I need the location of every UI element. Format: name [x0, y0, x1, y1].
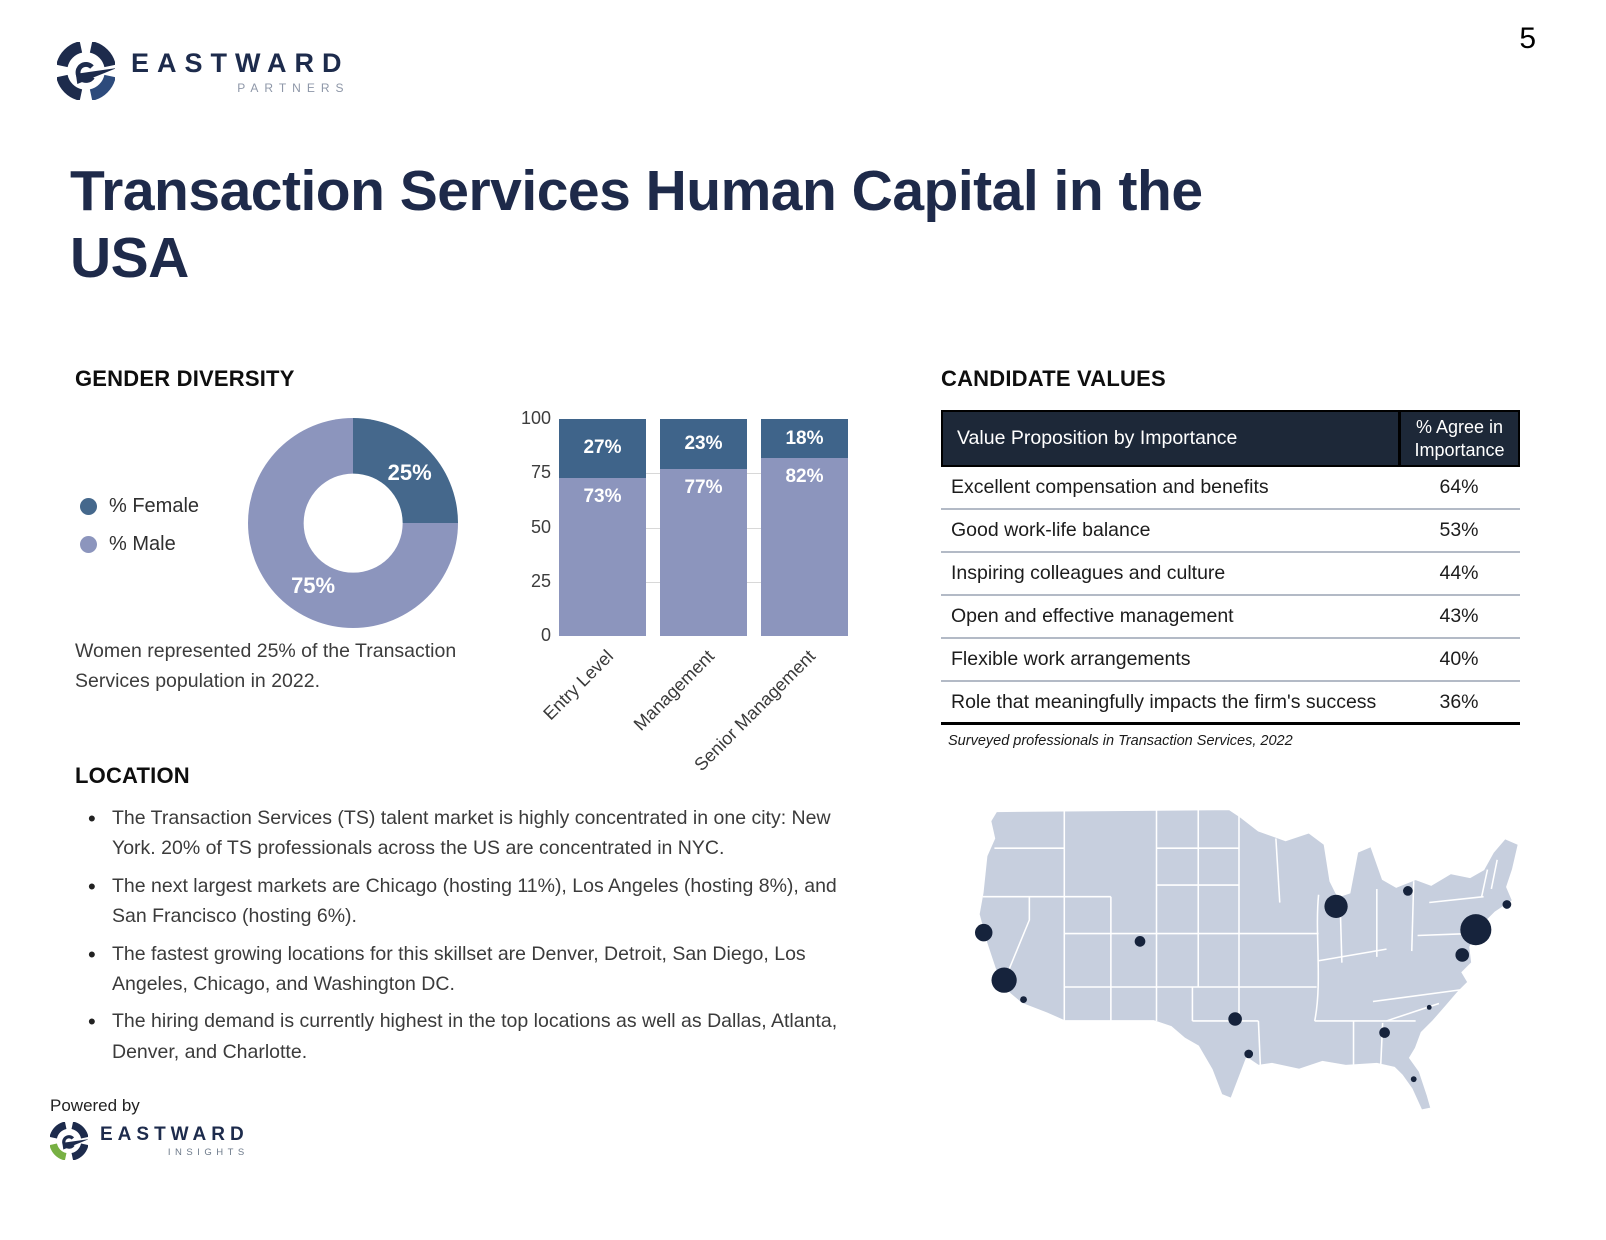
male-segment: 77%: [660, 468, 747, 636]
female-segment: 27%: [559, 419, 646, 478]
legend-swatch-icon: [80, 497, 97, 515]
city-dot-tampa: [1410, 1076, 1417, 1083]
value-proposition-cell: Flexible work arrangements: [951, 648, 1191, 670]
stacked-bar: 23% 77%: [660, 419, 747, 636]
brand-name: EASTWARD: [131, 47, 350, 78]
stacked-bar: 27% 73%: [559, 419, 646, 636]
footer-brand-name: EASTWARD: [100, 1124, 249, 1145]
city-dot-boston: [1502, 900, 1512, 909]
male-segment-label: 82%: [785, 466, 824, 488]
table-footnote: Surveyed professionals in Transaction Se…: [948, 733, 1293, 749]
table-header-agree: % Agree in Importance: [1398, 412, 1518, 465]
value-proposition-cell: Excellent compensation and benefits: [951, 476, 1269, 498]
footer-brand-logo: EASTWARD INSIGHTS: [50, 1122, 249, 1160]
female-segment-label: 18%: [785, 427, 824, 449]
city-dot-detroit: [1403, 886, 1413, 896]
compass-insights-logo-icon: [50, 1122, 88, 1160]
table-row: Role that meaningfully impacts the firm'…: [941, 682, 1520, 725]
y-axis-tick-label: 0: [540, 625, 551, 645]
female-segment: 18%: [761, 419, 848, 459]
y-axis-tick-label: 100: [520, 408, 551, 428]
y-axis-tick-label: 75: [530, 462, 551, 483]
agree-percent-cell: 36%: [1439, 690, 1479, 713]
brand-logo: EASTWARD PARTNERS: [57, 42, 350, 100]
value-proposition-cell: Role that meaningfully impacts the firm'…: [951, 690, 1377, 713]
female-segment-label: 27%: [583, 437, 622, 459]
city-dot-atlanta: [1379, 1027, 1390, 1038]
legend-item-label: % Female: [109, 494, 200, 517]
location-bullet: The next largest markets are Chicago (ho…: [80, 870, 855, 932]
value-proposition-cell: Open and effective management: [951, 605, 1234, 627]
location-bullet: The Transaction Services (TS) talent mar…: [80, 802, 855, 864]
location-bullet: The fastest growing locations for this s…: [80, 938, 855, 1000]
location-bullet-list: The Transaction Services (TS) talent mar…: [80, 802, 855, 1074]
value-proposition-cell: Inspiring colleagues and culture: [951, 562, 1226, 584]
agree-percent-cell: 53%: [1439, 519, 1479, 541]
city-dot-charlotte: [1426, 1004, 1432, 1010]
footer-brand-tagline: INSIGHTS: [167, 1147, 249, 1158]
city-dot-washington-dc: [1455, 948, 1470, 962]
city-dots: [975, 886, 1512, 1083]
city-dot-dallas: [1228, 1012, 1242, 1026]
agree-percent-cell: 40%: [1439, 648, 1479, 670]
table-row: Open and effective management 43%: [941, 596, 1520, 639]
state-borders: [982, 809, 1498, 1066]
city-dot-san-francisco: [975, 923, 993, 942]
table-body: Excellent compensation and benefits 64% Go…: [941, 467, 1520, 725]
donut-male-label: 75%: [291, 573, 336, 598]
city-dot-los-angeles: [991, 967, 1017, 993]
city-dot-new-york: [1460, 914, 1492, 946]
male-segment: 82%: [761, 458, 848, 636]
city-dot-houston: [1244, 1049, 1254, 1059]
city-dot-san-diego: [1020, 996, 1027, 1003]
candidate-values-heading: CANDIDATE VALUES: [941, 366, 1166, 391]
table-header-proposition: Value Proposition by Importance: [957, 427, 1238, 449]
gender-caption: Women represented 25% of the Transaction…: [75, 640, 457, 693]
male-segment-label: 77%: [684, 476, 723, 498]
female-segment: 23%: [660, 419, 747, 469]
compass-logo-icon: [57, 42, 115, 100]
female-segment-label: 23%: [684, 432, 723, 454]
legend-item-label: % Male: [109, 532, 176, 555]
legend-swatch-icon: [80, 535, 97, 553]
bar-plot-area: 27% 73% 23% 77% 18% 82%: [559, 419, 848, 636]
brand-tagline: PARTNERS: [237, 80, 350, 95]
page-title: Transaction Services Human Capital in th…: [70, 159, 1203, 290]
powered-by-label: Powered by: [50, 1096, 140, 1115]
location-heading: LOCATION: [75, 763, 190, 788]
donut-hole: [303, 473, 403, 573]
usa-location-map: [975, 808, 1520, 1112]
location-bullet: The hiring demand is currently highest i…: [80, 1005, 855, 1067]
legend-item: % Male: [80, 525, 199, 563]
stacked-bar: 18% 82%: [761, 419, 848, 636]
page-number: 5: [1519, 22, 1536, 55]
table-row: Excellent compensation and benefits 64%: [941, 467, 1520, 510]
gender-donut-chart: 25% 75%: [248, 418, 458, 628]
y-axis-tick-label: 25: [530, 570, 551, 591]
donut-female-label: 25%: [387, 459, 432, 485]
usa-land: [978, 808, 1520, 1112]
table-row: Flexible work arrangements 40%: [941, 639, 1520, 682]
table-header-row: Value Proposition by Importance % Agree …: [941, 410, 1520, 467]
table-row: Inspiring colleagues and culture 44%: [941, 553, 1520, 596]
male-segment-label: 73%: [583, 485, 622, 507]
agree-percent-cell: 43%: [1439, 605, 1479, 627]
seniority-bar-chart: 27% 73% 23% 77% 18% 82% 0 25 50 75 100 Entry Level…: [521, 408, 848, 775]
city-dot-denver: [1134, 936, 1146, 947]
candidate-values-table: Value Proposition by Importance % Agree …: [941, 410, 1520, 725]
y-axis-tick-label: 50: [530, 516, 551, 537]
male-segment: 73%: [559, 477, 646, 636]
city-dot-chicago: [1324, 894, 1348, 919]
gender-diversity-heading: GENDER DIVERSITY: [75, 366, 295, 391]
agree-percent-cell: 64%: [1439, 476, 1479, 498]
legend-item: % Female: [80, 487, 199, 525]
donut-legend: % Female % Male: [80, 487, 199, 563]
agree-percent-cell: 44%: [1439, 562, 1479, 584]
table-row: Good work-life balance 53%: [941, 510, 1520, 553]
value-proposition-cell: Good work-life balance: [951, 519, 1151, 541]
